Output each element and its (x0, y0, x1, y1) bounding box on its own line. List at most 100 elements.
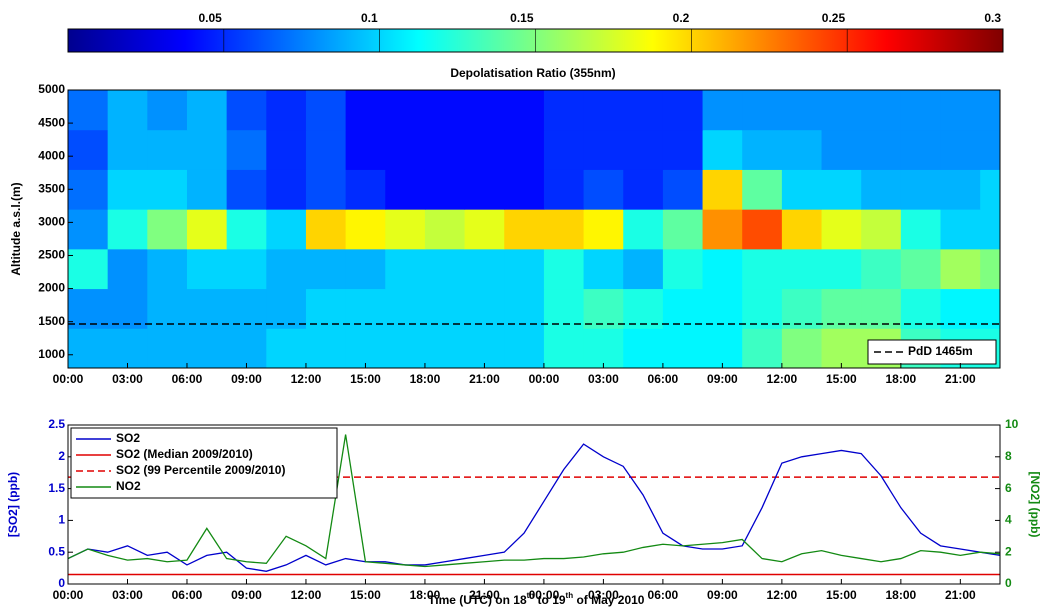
heatmap-cell (305, 169, 347, 210)
heatmap-cell (147, 288, 188, 329)
heatmap-cell (226, 248, 267, 290)
heatmap-cell (226, 288, 267, 329)
x-tick-label: 18:00 (885, 372, 916, 386)
y-tick-label: 1500 (38, 314, 65, 328)
x-axis-label-part: Time (UTC) on 18 (428, 593, 527, 607)
chart-title: Depolatisation Ratio (355nm) (450, 66, 615, 80)
heatmap-cell (305, 288, 347, 329)
heatmap-cell (742, 248, 783, 290)
y-tick-label: 1 (58, 513, 65, 527)
heatmap-cell (662, 169, 704, 210)
heatmap-cell (385, 328, 426, 369)
heatmap-cell (821, 248, 862, 290)
heatmap-cell (623, 209, 664, 250)
heatmap-cell (861, 129, 902, 170)
heatmap-cell (861, 288, 902, 329)
x-axis-label-part: th (566, 591, 574, 600)
heatmap-cell (504, 248, 545, 290)
heatmap-cell (781, 288, 823, 329)
x-tick-label: 00:00 (53, 588, 84, 602)
y-tick-label: 0.5 (48, 544, 65, 558)
heatmap-cell (345, 169, 386, 210)
y-tick-label: 1.5 (48, 481, 65, 495)
heatmap-cell (821, 129, 862, 170)
heatmap-cell (147, 169, 188, 210)
heatmap-cell (504, 328, 545, 369)
heatmap-cell (305, 248, 347, 290)
heatmap-cell (980, 288, 1001, 329)
heatmap-cell (980, 129, 1001, 170)
heatmap-cell (226, 169, 267, 210)
heatmap-cell (543, 248, 585, 290)
heatmap-cell (385, 209, 426, 250)
x-tick-label: 21:00 (469, 372, 500, 386)
heatmap-cell (742, 129, 783, 170)
x-tick-label: 06:00 (172, 372, 203, 386)
x-tick-label: 09:00 (231, 372, 262, 386)
heatmap-cell (226, 209, 267, 250)
heatmap-cell (424, 328, 466, 369)
colorbar-tick-label: 0.05 (198, 11, 222, 25)
heatmap-cell (147, 248, 188, 290)
heatmap-cell (583, 248, 624, 290)
heatmap-cell (186, 288, 228, 329)
colorbar-tick-label: 0.2 (673, 11, 690, 25)
y2-tick-label: 2 (1005, 544, 1012, 558)
heatmap-cell (940, 209, 981, 250)
heatmap-cell (147, 129, 188, 170)
heatmap-cell (147, 328, 188, 369)
x-tick-label: 15:00 (826, 588, 857, 602)
heatmap-cell (68, 248, 109, 290)
heatmap-cell (107, 129, 148, 170)
heatmap-cell (702, 328, 743, 369)
heatmap-cell (345, 248, 386, 290)
y-tick-label: 2 (58, 449, 65, 463)
heatmap-cell (345, 328, 386, 369)
x-tick-label: 00:00 (529, 372, 560, 386)
heatmap-cell (186, 169, 228, 210)
x-tick-label: 12:00 (767, 588, 798, 602)
x-axis-label-part: th (527, 591, 535, 600)
heatmap-cell (543, 328, 585, 369)
y-tick-label: 5000 (38, 82, 65, 96)
heatmap-cell (543, 288, 585, 329)
heatmap-cell (940, 288, 981, 329)
heatmap-cell (504, 169, 545, 210)
legend-label: SO2 (99 Percentile 2009/2010) (116, 463, 285, 477)
heatmap-cell (504, 129, 545, 170)
heatmap-cell (504, 209, 545, 250)
heatmap-cell (583, 90, 624, 131)
colorbar-tick-label: 0.15 (510, 11, 534, 25)
y-axis-label: Altitude a.s.l.(m) (9, 182, 23, 275)
x-tick-label: 12:00 (291, 372, 322, 386)
heatmap-cell (345, 129, 386, 170)
heatmap-cell (464, 288, 505, 329)
heatmap-cell (186, 90, 228, 131)
heatmap-cell (385, 129, 426, 170)
heatmap-cell (345, 288, 386, 329)
heatmap-cell (662, 90, 704, 131)
heatmap-cell (702, 288, 743, 329)
heatmap-cell (543, 129, 585, 170)
heatmap-cell (424, 90, 466, 131)
plot-frame (67, 89, 1001, 369)
heatmap-cell (980, 90, 1001, 131)
heatmap-cell (107, 169, 148, 210)
heatmap-cell (742, 288, 783, 329)
heatmap-cell (940, 129, 981, 170)
heatmap-cell (940, 90, 981, 131)
y-tick-label: 4000 (38, 148, 65, 162)
heatmap-cell (464, 248, 505, 290)
heatmap-cell (623, 288, 664, 329)
colorbar-tick-label: 0.25 (822, 11, 846, 25)
y-tick-label: 0 (58, 576, 65, 590)
heatmap-cell (68, 209, 109, 250)
heatmap-cell (385, 248, 426, 290)
heatmap-cell (980, 209, 1001, 250)
heatmap-cell (781, 328, 823, 369)
legend-label: PdD 1465m (908, 344, 973, 358)
series-line (68, 434, 1000, 568)
heatmap-cell (821, 169, 862, 210)
y2-tick-label: 0 (1005, 576, 1012, 590)
heatmap-cell (623, 328, 664, 369)
